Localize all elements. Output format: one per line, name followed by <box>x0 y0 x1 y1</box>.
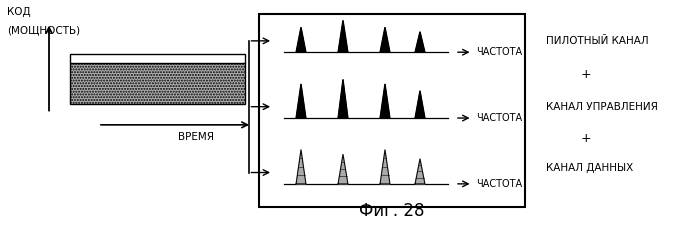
Text: ЧАСТОТА: ЧАСТОТА <box>476 113 522 123</box>
Polygon shape <box>415 159 425 184</box>
Polygon shape <box>296 84 306 118</box>
Bar <box>259 14 525 207</box>
Polygon shape <box>380 150 390 184</box>
Text: ПИЛОТНЫЙ КАНАЛ: ПИЛОТНЫЙ КАНАЛ <box>546 36 649 46</box>
Text: КАНАЛ УПРАВЛЕНИЯ: КАНАЛ УПРАВЛЕНИЯ <box>546 102 658 112</box>
Polygon shape <box>338 79 348 118</box>
Text: ВРЕМЯ: ВРЕМЯ <box>178 132 214 142</box>
Text: +: + <box>581 132 592 145</box>
Polygon shape <box>296 150 306 184</box>
Polygon shape <box>338 20 348 52</box>
Text: КОД: КОД <box>7 7 31 17</box>
Polygon shape <box>415 32 425 52</box>
Polygon shape <box>415 91 425 118</box>
Text: КАНАЛ ДАННЫХ: КАНАЛ ДАННЫХ <box>546 163 634 173</box>
Bar <box>70 64 245 104</box>
Text: +: + <box>581 68 592 81</box>
Polygon shape <box>380 84 390 118</box>
Polygon shape <box>338 154 348 184</box>
Text: (МОЩНОСТЬ): (МОЩНОСТЬ) <box>7 25 80 35</box>
Polygon shape <box>380 27 390 52</box>
Bar <box>70 54 245 64</box>
Text: ЧАСТОТА: ЧАСТОТА <box>476 47 522 57</box>
Text: Фиг. 28: Фиг. 28 <box>359 202 425 220</box>
Text: ЧАСТОТА: ЧАСТОТА <box>476 179 522 189</box>
Polygon shape <box>296 27 306 52</box>
